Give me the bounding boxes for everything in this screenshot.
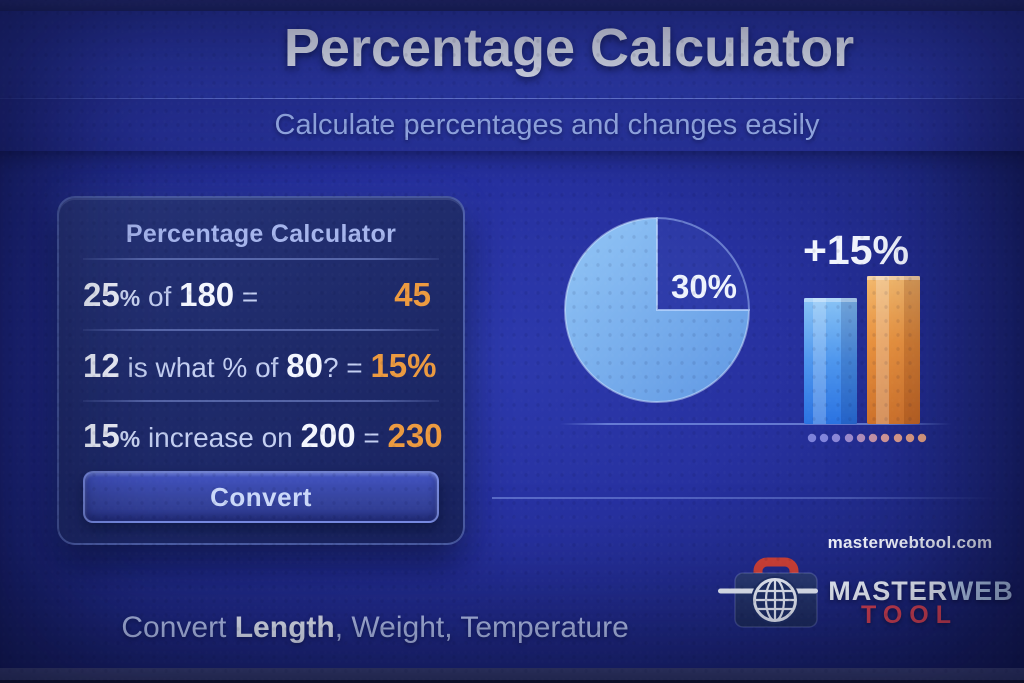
calc-expression: 15% increase on 200 = 230: [83, 416, 443, 454]
subtitle-band: [0, 99, 1024, 151]
tagline-line1: Convert Length, Weight, Temperature: [121, 611, 629, 644]
bottom-edge: [0, 680, 1024, 683]
charts-illustration: 30% +15%: [560, 216, 952, 443]
footer-strip: [0, 668, 1024, 680]
header-band: [0, 0, 1024, 99]
convert-button[interactable]: Convert: [83, 471, 439, 523]
calc-result: 15%: [370, 346, 437, 384]
brand-name-tool: TOOL: [861, 601, 958, 629]
calc-expression: 12 is what % of 80? = 15%: [83, 346, 437, 384]
calc-result: 230: [387, 416, 443, 454]
chart-baseline: [560, 423, 952, 425]
calc-row-percent-of: 25% of 180 = 45: [83, 260, 439, 329]
toolbox-handle: [753, 557, 799, 580]
calc-expression: 25% of 180 =: [83, 275, 259, 313]
calc-row-what-percent: 12 is what % of 80? = 15%: [83, 331, 439, 400]
header-divider-line: [0, 98, 1024, 99]
card-divider: [83, 329, 439, 331]
brand-url: masterwebtool.com: [827, 533, 993, 552]
calculator-card: Percentage Calculator 25% of 180 = 45 12…: [57, 196, 465, 545]
pie-slice-cutout: [656, 216, 751, 311]
page-subtitle: Calculate percentages and changes easily: [274, 109, 820, 141]
pie-label: 30%: [671, 268, 737, 305]
page-title: Percentage Calculator: [283, 18, 855, 78]
bar-blue: [804, 298, 857, 424]
bar-chart: +15%: [803, 227, 927, 443]
card-divider: [83, 258, 439, 260]
bar-orange: [867, 276, 920, 424]
tagline: Convert Length, Weight, Temperature and …: [88, 569, 629, 683]
calculator-card-title: Percentage Calculator: [125, 220, 397, 248]
top-strip: [0, 0, 1024, 11]
globe-icon: [751, 576, 799, 624]
right-separator-line: [492, 497, 997, 499]
pie-slice-filled: [564, 216, 751, 403]
pie-chart: 30%: [564, 216, 751, 403]
calc-result: 45: [394, 275, 431, 313]
card-divider: [83, 400, 439, 402]
gradient-dots: [807, 433, 927, 443]
toolbox-icon: [718, 557, 818, 628]
calc-row-increase: 15% increase on 200 = 230: [83, 402, 443, 469]
brand-name: MASTERWEB: [828, 576, 1014, 606]
bar-chart-label: +15%: [803, 227, 909, 273]
